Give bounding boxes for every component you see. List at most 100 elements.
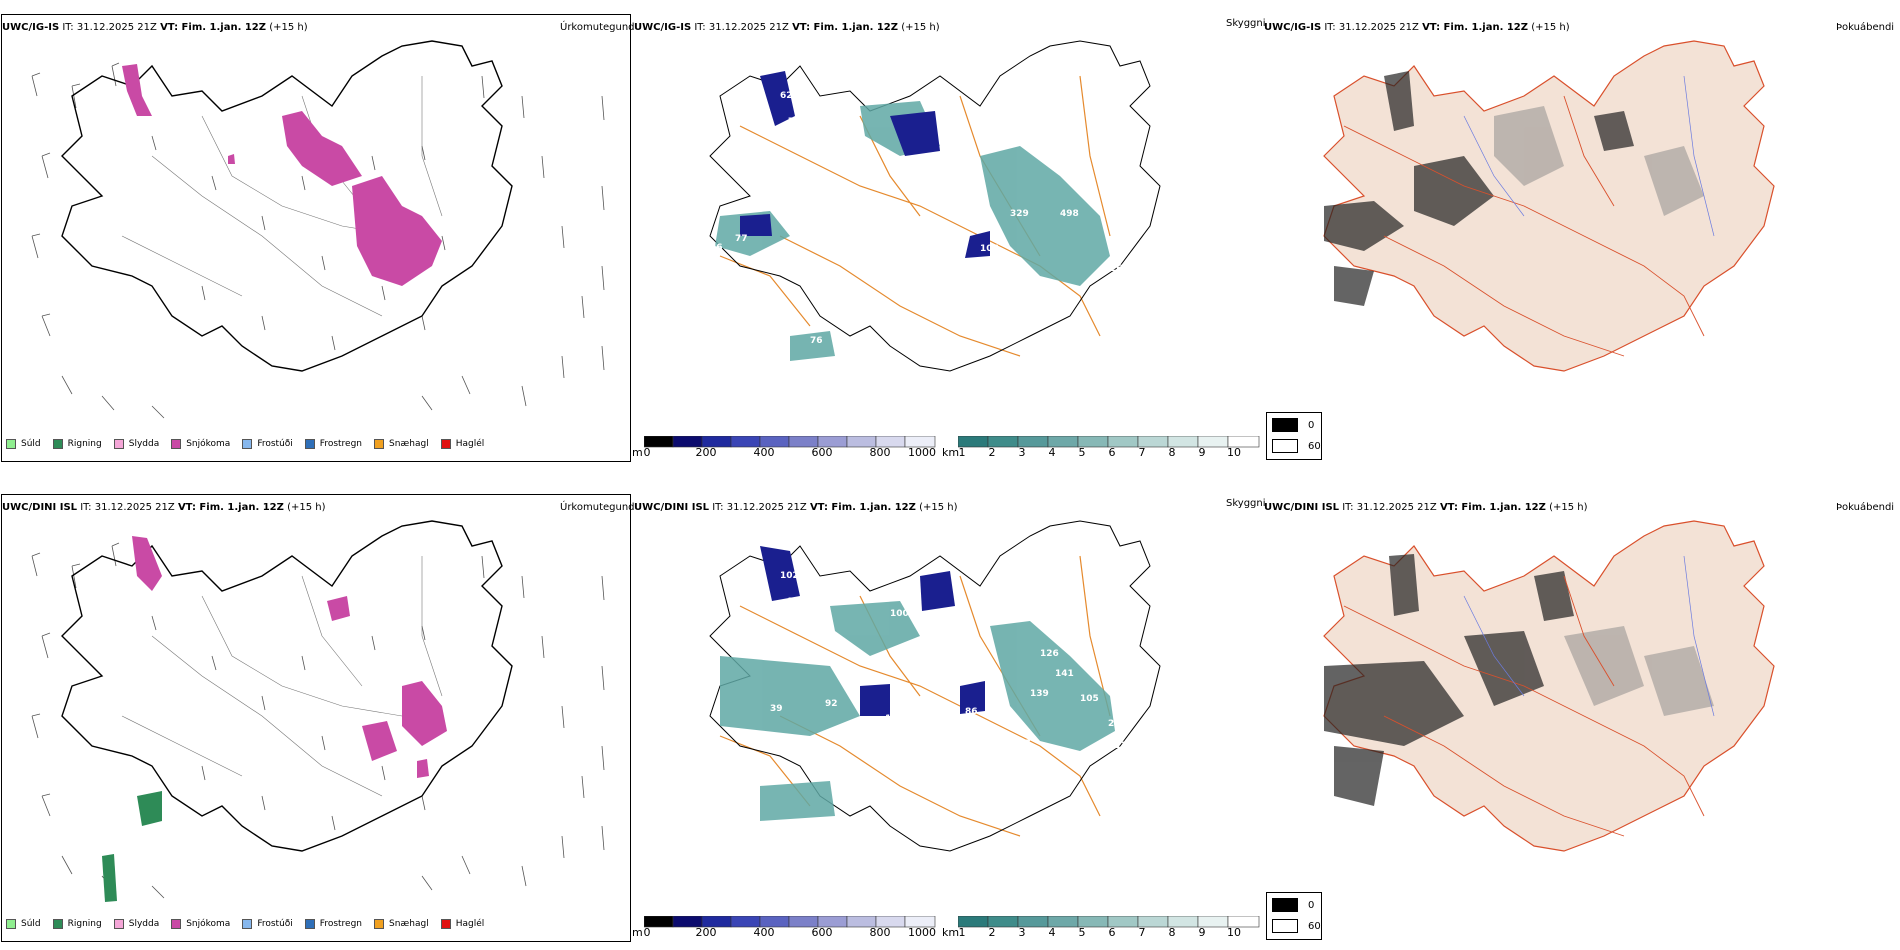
legend-label: Snjókoma xyxy=(186,439,231,449)
model-name: UWC/IG-IS xyxy=(1264,22,1322,33)
fog-swatch-dark xyxy=(1272,898,1298,912)
legend-label: Snjókoma xyxy=(186,919,231,929)
cloud-base-value: 92 xyxy=(825,699,838,709)
cbar-tick: 1000 xyxy=(908,446,936,459)
fog-light-shading xyxy=(1564,626,1714,716)
cbar-tick: 200 xyxy=(695,446,717,459)
fog-legend-low: 60 xyxy=(1272,439,1321,453)
cloud-base-value: 109 xyxy=(890,239,909,249)
roads-rivers xyxy=(1343,575,1705,837)
fog-legend-value: 0 xyxy=(1308,419,1315,431)
cbar-tick: 400 xyxy=(753,926,775,939)
legend-label: Súld xyxy=(21,919,41,929)
cbar-tick: 0 xyxy=(643,446,651,459)
cloud-base-value: 117 xyxy=(1012,739,1031,749)
cbar-tick: 2 xyxy=(988,446,996,459)
lead-time: (+15 h) xyxy=(919,502,958,513)
legend-item: Rigning xyxy=(52,919,102,929)
fog-panel-title-1: UWC/IG-IS IT: 31.12.2025 21Z VT: Fim. 1.… xyxy=(1264,22,1570,33)
visibility-panel-title-1: UWC/IG-IS IT: 31.12.2025 21Z VT: Fim. 1.… xyxy=(634,22,940,33)
fog-swatch-dark xyxy=(1272,418,1298,432)
valid-time: VT: Fim. 1.jan. 12Z xyxy=(1422,22,1529,33)
legend-item: Slydda xyxy=(113,919,159,929)
cloud-base-value: 71 xyxy=(788,597,801,607)
precip-panel-label-1: Úrkomutegund xyxy=(560,22,635,33)
legend-swatch-snow-pellets xyxy=(374,439,385,449)
cloud-base-value: 337 xyxy=(1110,239,1129,249)
legend-item: Frostregn xyxy=(304,439,362,449)
iceland-outline xyxy=(61,40,513,372)
cbar-tick: 7 xyxy=(1138,446,1146,459)
cbar-tick: 5 xyxy=(1078,446,1086,459)
init-time: IT: 31.12.2025 21Z xyxy=(80,502,175,513)
cloud-base-value: 102 xyxy=(885,714,904,724)
cbar-tick: 1 xyxy=(958,446,966,459)
cbar-tick: 800 xyxy=(869,926,891,939)
valid-time: VT: Fim. 1.jan. 12Z xyxy=(792,22,899,33)
snow-areas xyxy=(132,536,447,778)
init-time: IT: 31.12.2025 21Z xyxy=(694,22,789,33)
legend-swatch-sleet xyxy=(113,919,124,929)
iceland-outline xyxy=(709,520,1161,852)
precip-type-panel-1 xyxy=(1,14,631,462)
cloud-base-value: 148 xyxy=(890,694,909,704)
cbar-tick: 1 xyxy=(958,926,966,939)
roads-rivers xyxy=(1343,95,1705,357)
legend-item: Frostregn xyxy=(304,919,362,929)
cloud-base-value: 100 xyxy=(890,609,909,619)
cloud-base-value: 102 xyxy=(780,571,799,581)
legend-item: Frostúði xyxy=(242,919,293,929)
model-name: UWC/DINI ISL xyxy=(2,502,78,513)
legend-label: Rigning xyxy=(67,919,102,929)
cloud-base-value: 217 xyxy=(1108,719,1127,729)
legend-label: Haglél xyxy=(455,919,485,929)
cloud-base-value-markers: 62 74 71 221 263 208 329 498 337 263 -74… xyxy=(710,91,1154,346)
fog-legend-high: 0 xyxy=(1272,418,1314,432)
valid-time: VT: Fim. 1.jan. 12Z xyxy=(177,502,284,513)
fog-legend-low: 60 xyxy=(1272,919,1321,933)
cloudbase-colorbar-2 xyxy=(644,916,936,928)
cbar-tick: 10 xyxy=(1227,446,1241,459)
fog-legend-value: 60 xyxy=(1308,440,1321,452)
legend-swatch-freezing-rain xyxy=(304,439,315,449)
lead-time: (+15 h) xyxy=(1531,22,1570,33)
visibility-panel-title-2: UWC/DINI ISL IT: 31.12.2025 21Z VT: Fim.… xyxy=(634,502,958,513)
fog-legend-high: 0 xyxy=(1272,898,1314,912)
cbar-tick: 8 xyxy=(1168,446,1176,459)
cloud-base-value: 74 xyxy=(788,117,801,127)
cloud-base-value: 105 xyxy=(1080,694,1099,704)
legend-label: Frostúði xyxy=(257,439,293,449)
cbar-tick: 9 xyxy=(1198,446,1206,459)
fog-legend-value: 0 xyxy=(1308,899,1315,911)
precip-legend-1: Súld Rigning Slydda Snjókoma Frostúði Fr… xyxy=(6,439,496,449)
cbar-tick: 6 xyxy=(1108,446,1116,459)
init-time: IT: 31.12.2025 21Z xyxy=(62,22,157,33)
iceland-land xyxy=(1323,40,1775,372)
model-name: UWC/IG-IS xyxy=(2,22,60,33)
fog-shading xyxy=(1324,554,1574,806)
visibility-areas xyxy=(720,601,1115,821)
fog-map-2 xyxy=(1323,520,1775,852)
cloud-base-value: -74 xyxy=(1138,247,1154,257)
cbar-tick: 9 xyxy=(1198,926,1206,939)
cloud-base-value: 139 xyxy=(1030,689,1049,699)
fog-shading xyxy=(1324,71,1634,306)
lead-time: (+15 h) xyxy=(287,502,326,513)
legend-swatch-freezing-drizzle xyxy=(242,919,253,929)
fog-panel-label-2: Þokuábendi xyxy=(1836,502,1895,513)
legend-item: Haglél xyxy=(440,919,485,929)
cbar-tick: 10 xyxy=(1227,926,1241,939)
legend-swatch-snow xyxy=(171,439,182,449)
cloudbase-unit-2: m xyxy=(632,926,643,939)
cbar-tick: 2 xyxy=(988,926,996,939)
cloud-base-value: 141 xyxy=(1055,669,1074,679)
visibility-panel-label-2: Skyggni xyxy=(1226,498,1266,509)
cbar-tick: 800 xyxy=(869,446,891,459)
legend-swatch-hail xyxy=(440,439,451,449)
cbar-tick: 400 xyxy=(753,446,775,459)
cbar-tick: 600 xyxy=(811,926,833,939)
legend-swatch-rain xyxy=(52,919,63,929)
visibility-colorbar-1 xyxy=(958,436,1260,448)
legend-item: Súld xyxy=(6,919,41,929)
cloud-base-value: 263 xyxy=(956,189,975,199)
